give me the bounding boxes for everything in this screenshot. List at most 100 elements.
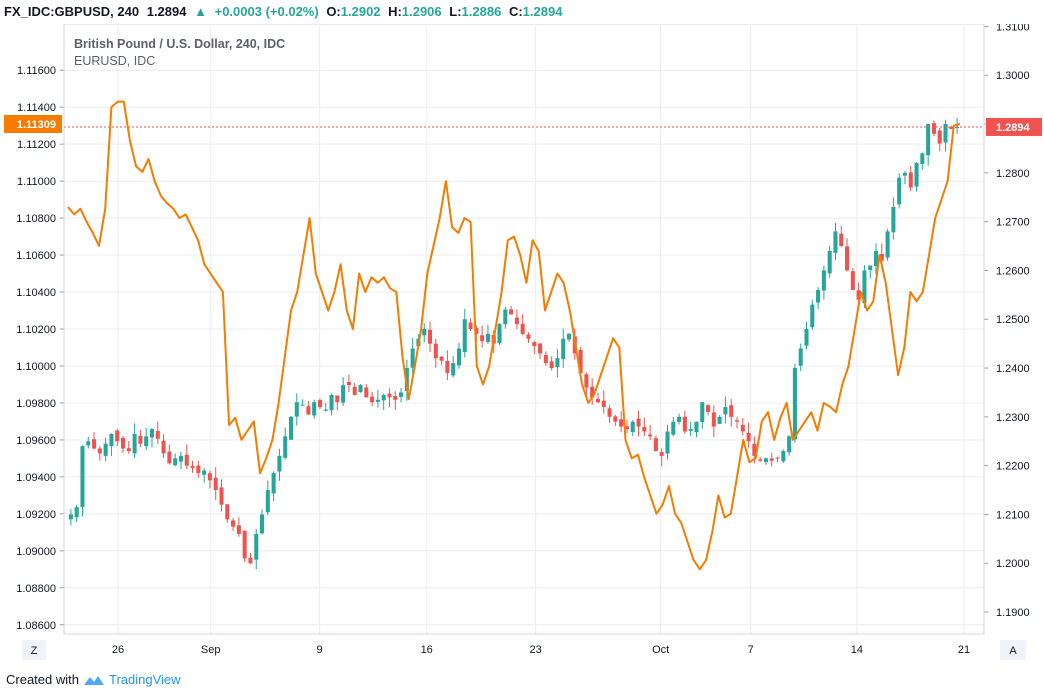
high-value: 1.2906 xyxy=(401,4,442,19)
candle-body xyxy=(526,334,531,339)
candle-body xyxy=(184,454,189,466)
eurusd-line xyxy=(67,100,961,571)
footer-brand[interactable]: TradingView xyxy=(108,672,181,687)
candle-body xyxy=(323,409,328,411)
close-value: 1.2894 xyxy=(522,4,563,19)
candle-body xyxy=(144,436,149,447)
candle-body xyxy=(856,290,861,300)
right-tick-label: 1.2400 xyxy=(996,363,1030,375)
candle-body xyxy=(445,360,450,373)
zoom-left-button[interactable] xyxy=(22,640,46,660)
chart-legend: British Pound / U.S. Dollar, 240, IDC EU… xyxy=(74,36,285,70)
candle-body xyxy=(370,396,375,403)
candle-body xyxy=(682,416,687,432)
candle-body xyxy=(931,123,936,134)
right-tick-label: 1.1900 xyxy=(996,607,1030,619)
candle-body xyxy=(254,533,259,560)
candle-body xyxy=(190,466,195,469)
up-arrow-icon: ▲ xyxy=(194,4,207,19)
candle-body xyxy=(97,448,102,454)
right-price-badge-label: 1.2894 xyxy=(996,122,1031,134)
legend-main-series[interactable]: British Pound / U.S. Dollar, 240, IDC xyxy=(74,37,286,51)
time-tick-label: Sep xyxy=(201,644,221,656)
candle-body xyxy=(161,440,166,454)
candle-body xyxy=(937,130,942,144)
candle-body xyxy=(619,419,624,427)
candle-body xyxy=(294,402,299,417)
candle-body xyxy=(80,446,85,508)
left-tick-label: 1.11400 xyxy=(17,102,56,114)
candle-body xyxy=(346,381,351,386)
candle-body xyxy=(283,436,288,458)
candle-body xyxy=(260,514,265,534)
candle-body xyxy=(462,319,467,353)
chart-canvas[interactable]: 1.11600 1.11400 1.11200 1.11000 1.10800 1.106… xyxy=(0,24,1044,664)
candle-body xyxy=(312,402,317,416)
candle-body xyxy=(781,451,786,462)
candle-body xyxy=(219,487,224,505)
candle-body xyxy=(231,520,236,527)
candle-body xyxy=(271,472,276,494)
candle-body xyxy=(451,363,456,376)
candle-body xyxy=(68,514,73,520)
candle-body xyxy=(497,324,502,344)
footer-created-with: Created with xyxy=(6,672,79,687)
candle-body xyxy=(549,361,554,369)
candle-body xyxy=(120,437,126,449)
candle-body xyxy=(277,455,282,472)
candle-body xyxy=(196,465,201,473)
candle-body xyxy=(126,448,131,451)
candle-body xyxy=(155,430,160,439)
candle-body xyxy=(109,433,114,447)
candle-body xyxy=(671,421,676,435)
right-tick-label: 1.2500 xyxy=(996,314,1030,326)
footer: Created with TradingView xyxy=(6,672,181,687)
candle-body xyxy=(74,507,79,518)
candle-body xyxy=(207,473,212,481)
candle-body xyxy=(590,386,595,398)
candle-body xyxy=(242,530,247,559)
chart-area[interactable]: 1.11600 1.11400 1.11200 1.11000 1.10800 1.106… xyxy=(0,24,1044,664)
candle-body xyxy=(352,386,357,395)
left-tick-label: 1.08800 xyxy=(16,583,56,595)
time-tick-label: 14 xyxy=(851,644,863,656)
low-value: 1.2886 xyxy=(461,4,502,19)
symbol-label[interactable]: FX_IDC:GBPUSD, 240 xyxy=(4,4,140,19)
candle-body xyxy=(914,163,919,187)
right-tick-label: 1.3000 xyxy=(996,70,1030,82)
candle-body xyxy=(456,348,462,366)
time-tick-label: 26 xyxy=(112,644,124,656)
left-tick-label: 1.09400 xyxy=(16,472,56,484)
candle-body xyxy=(468,322,473,329)
candle-body xyxy=(543,355,548,364)
right-price-badge xyxy=(986,117,1042,136)
left-price-badge-label: 1.11309 xyxy=(17,119,56,131)
candle-body xyxy=(926,124,931,156)
candle-body xyxy=(422,329,427,336)
candle-body xyxy=(173,458,178,466)
legend-compare-series[interactable]: EURUSD, IDC xyxy=(74,54,156,68)
candle-body xyxy=(897,177,902,205)
left-tick-label: 1.09800 xyxy=(16,398,56,410)
open-value: 1.2902 xyxy=(340,4,381,19)
candle-body xyxy=(804,329,809,346)
candle-body xyxy=(659,452,664,456)
left-tick-label: 1.10800 xyxy=(16,213,56,225)
candle-body xyxy=(566,333,572,340)
right-tick-label: 1.2100 xyxy=(996,509,1030,521)
low-label: L: xyxy=(449,4,462,19)
candle-body xyxy=(387,393,392,398)
candle-body xyxy=(868,265,873,271)
left-tick-label: 1.08600 xyxy=(16,620,56,632)
candle-body xyxy=(740,424,745,432)
candle-body xyxy=(729,405,734,417)
left-tick-label: 1.11600 xyxy=(17,65,56,77)
candle-body xyxy=(300,404,305,406)
candle-body xyxy=(225,504,230,520)
auto-scale-button[interactable] xyxy=(1000,640,1026,660)
candle-body xyxy=(132,433,137,454)
price-change: +0.0003 (+0.02%) xyxy=(214,4,319,19)
candle-body xyxy=(648,434,653,437)
candle-body xyxy=(792,368,797,440)
symbol-header: FX_IDC:GBPUSD, 240 1.2894 ▲ +0.0003 (+0.… xyxy=(0,0,1044,24)
